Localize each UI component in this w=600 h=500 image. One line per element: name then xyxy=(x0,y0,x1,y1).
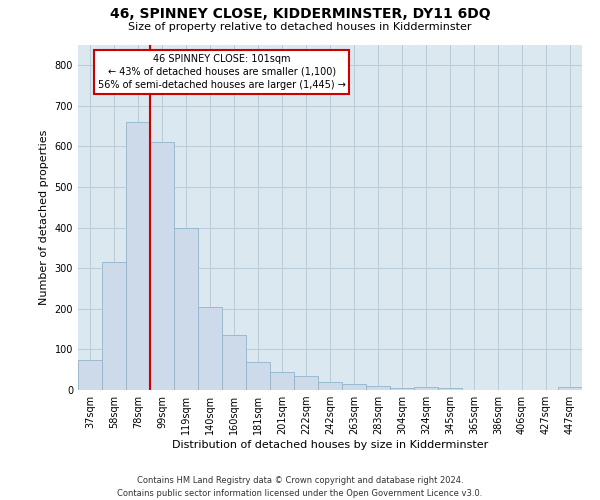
Bar xyxy=(78,360,102,390)
Bar xyxy=(438,388,462,390)
Bar xyxy=(342,384,366,390)
Bar xyxy=(126,122,150,390)
Bar xyxy=(102,262,126,390)
Bar xyxy=(366,386,390,390)
Bar xyxy=(414,387,438,390)
Bar xyxy=(294,376,318,390)
Bar xyxy=(222,335,246,390)
Bar xyxy=(270,372,294,390)
Bar xyxy=(246,362,270,390)
Text: Size of property relative to detached houses in Kidderminster: Size of property relative to detached ho… xyxy=(128,22,472,32)
Y-axis label: Number of detached properties: Number of detached properties xyxy=(39,130,49,305)
Bar xyxy=(390,388,414,390)
Bar xyxy=(318,382,342,390)
Text: 46, SPINNEY CLOSE, KIDDERMINSTER, DY11 6DQ: 46, SPINNEY CLOSE, KIDDERMINSTER, DY11 6… xyxy=(110,8,490,22)
X-axis label: Distribution of detached houses by size in Kidderminster: Distribution of detached houses by size … xyxy=(172,440,488,450)
Bar xyxy=(198,307,222,390)
Bar xyxy=(150,142,174,390)
Bar xyxy=(558,387,582,390)
Bar xyxy=(174,228,198,390)
Text: Contains HM Land Registry data © Crown copyright and database right 2024.
Contai: Contains HM Land Registry data © Crown c… xyxy=(118,476,482,498)
Text: 46 SPINNEY CLOSE: 101sqm
← 43% of detached houses are smaller (1,100)
56% of sem: 46 SPINNEY CLOSE: 101sqm ← 43% of detach… xyxy=(98,54,346,90)
